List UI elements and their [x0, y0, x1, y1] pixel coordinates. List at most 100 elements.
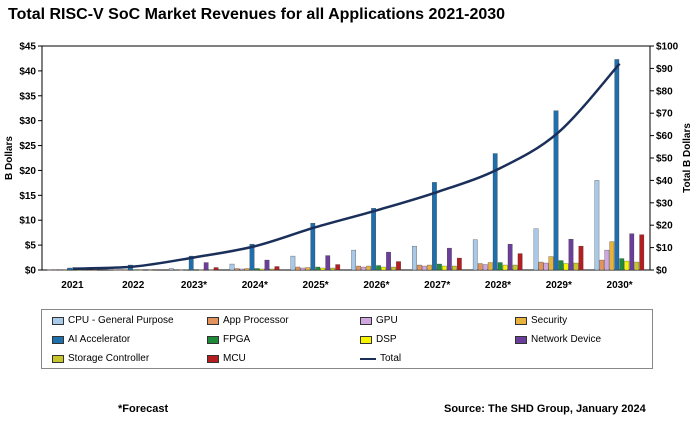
x-tick-label: 2024* — [242, 280, 268, 291]
legend-swatch — [360, 335, 372, 344]
bar — [168, 268, 174, 271]
bar — [325, 255, 331, 271]
bar — [594, 180, 600, 271]
bar — [437, 263, 442, 271]
bar — [563, 263, 569, 271]
bar — [396, 261, 401, 271]
bar — [351, 249, 357, 271]
bar — [477, 263, 483, 271]
bar — [193, 269, 199, 271]
bar — [417, 264, 422, 271]
x-tick-label: 2023* — [181, 280, 207, 291]
bar — [361, 266, 366, 271]
bar — [183, 269, 189, 271]
bar — [133, 269, 138, 271]
y2-tick-label: $0 — [656, 266, 668, 277]
y-tick-label: $5 — [25, 241, 37, 252]
legend-item: FPGA — [207, 334, 250, 345]
bar — [639, 234, 645, 271]
bar — [208, 269, 214, 271]
bar — [609, 241, 615, 271]
bar — [300, 267, 306, 271]
bar — [239, 268, 245, 271]
bar — [447, 247, 452, 271]
bar — [573, 262, 579, 271]
bar — [259, 268, 265, 271]
bar — [57, 269, 62, 271]
legend-swatch — [207, 316, 219, 325]
legend-swatch — [207, 354, 219, 363]
legend-swatch — [52, 354, 64, 363]
bar — [538, 261, 544, 271]
bar — [452, 265, 457, 271]
legend-item: CPU - General Purpose — [52, 315, 174, 326]
legend-label: FPGA — [223, 334, 251, 345]
bar — [290, 255, 296, 271]
y-tick-label: $40 — [19, 66, 36, 77]
y2-tick-label: $50 — [656, 154, 673, 165]
legend-swatch — [207, 335, 219, 344]
x-tick-label: 2029* — [546, 280, 572, 291]
bar — [553, 110, 559, 271]
bar — [173, 269, 179, 271]
bar — [412, 245, 417, 271]
x-tick-label: 2021 — [61, 280, 84, 291]
bar — [148, 269, 153, 271]
x-tick-label: 2030* — [607, 280, 633, 291]
bar — [305, 267, 311, 271]
bar — [356, 265, 361, 271]
bar — [558, 260, 564, 271]
bar — [391, 266, 396, 271]
y-tick-label: $10 — [19, 216, 36, 227]
bar — [578, 245, 584, 271]
legend-label: Security — [531, 315, 568, 326]
plot-frame — [41, 45, 651, 271]
source-note: Source: The SHD Group, January 2024 — [444, 403, 646, 415]
legend-item: Storage Controller — [52, 353, 149, 364]
bar — [427, 264, 432, 271]
bar — [548, 256, 554, 271]
legend-swatch — [360, 316, 372, 325]
bar — [67, 267, 72, 271]
bar — [381, 266, 386, 271]
x-tick-label: 2026* — [363, 280, 389, 291]
legend-swatch — [360, 357, 376, 360]
bar — [330, 267, 336, 271]
bar — [52, 269, 57, 271]
legend-swatch — [515, 335, 527, 344]
bar — [203, 262, 209, 271]
bar — [502, 264, 508, 271]
bar — [108, 269, 113, 271]
bar — [604, 249, 610, 271]
bar — [62, 269, 67, 271]
total-line — [72, 62, 621, 270]
x-tick-label: 2025* — [303, 280, 329, 291]
y2-tick-label: $80 — [656, 86, 673, 97]
bar — [315, 266, 321, 271]
legend-item: DSP — [360, 334, 397, 345]
bar — [274, 266, 280, 271]
y-tick-label: $45 — [19, 42, 36, 53]
y2-axis-title: Total B Dollars — [682, 123, 693, 193]
forecast-footnote: *Forecast — [118, 403, 169, 415]
bar — [614, 59, 620, 271]
bar — [422, 265, 427, 271]
bar — [123, 269, 128, 271]
y-tick-label: $30 — [19, 116, 36, 127]
y2-tick-label: $90 — [656, 64, 673, 75]
legend-item: AI Accelerator — [52, 334, 130, 345]
bar — [366, 265, 371, 271]
legend-label: GPU — [376, 315, 398, 326]
bar — [507, 243, 513, 271]
legend-label: Total — [380, 353, 402, 364]
legend-swatch — [52, 316, 64, 325]
legend-label: AI Accelerator — [68, 334, 131, 345]
y-tick-label: $15 — [19, 191, 36, 202]
bar — [47, 269, 53, 271]
legend-item: MCU — [207, 353, 246, 364]
chart-title: Total RISC-V SoC Market Revenues for all… — [8, 6, 506, 23]
bar — [543, 262, 549, 271]
legend-swatch — [52, 335, 64, 344]
legend-label: MCU — [223, 353, 246, 364]
legend-label: Network Device — [531, 334, 602, 345]
